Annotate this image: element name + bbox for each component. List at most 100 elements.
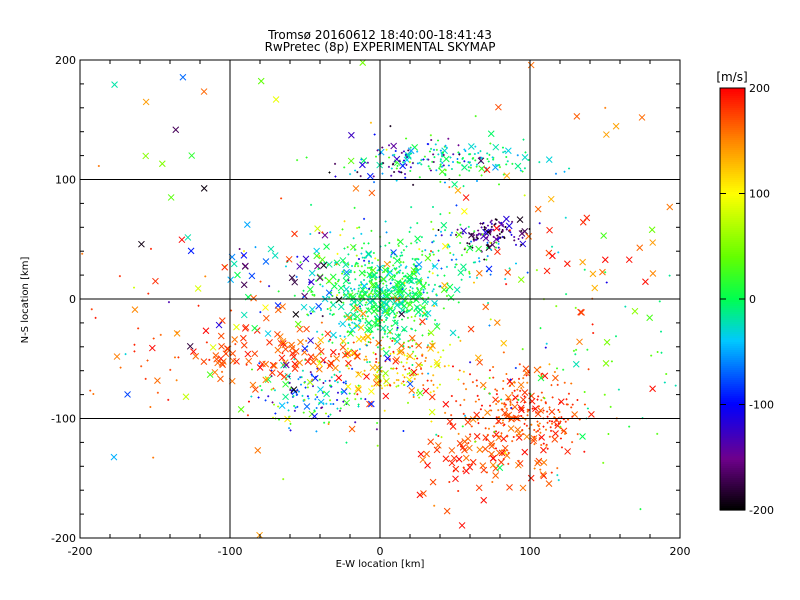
data-point-x xyxy=(572,360,580,368)
colorbar-segment xyxy=(720,322,745,325)
y-tick-label: 0 xyxy=(69,293,76,306)
data-point-plus xyxy=(418,161,421,164)
data-point-plus xyxy=(395,179,398,182)
data-point-plus xyxy=(404,275,407,278)
data-point-plus xyxy=(540,444,543,447)
colorbar-segment xyxy=(720,244,745,247)
data-point-plus xyxy=(478,232,481,235)
data-point-x xyxy=(410,368,418,376)
colorbar-segment xyxy=(720,416,745,419)
data-point-x xyxy=(517,404,525,412)
data-point-x xyxy=(307,278,315,286)
data-point-plus xyxy=(319,353,322,356)
data-point-x xyxy=(288,344,296,352)
data-point-x xyxy=(431,299,438,307)
data-point-x xyxy=(649,239,657,246)
data-point-x xyxy=(251,350,259,358)
data-point-x xyxy=(256,364,264,371)
data-point-x xyxy=(359,59,367,66)
data-point-plus xyxy=(505,155,508,158)
data-point-plus xyxy=(405,265,408,268)
colorbar-segment xyxy=(720,350,745,353)
data-point-x xyxy=(534,459,541,467)
data-point-x xyxy=(292,311,300,318)
data-point-x xyxy=(599,268,606,276)
colorbar-segment xyxy=(720,112,745,115)
data-point-plus xyxy=(540,391,543,394)
colorbar-segment xyxy=(720,342,745,345)
data-point-plus xyxy=(550,384,553,387)
data-point-plus xyxy=(348,282,351,285)
data-point-plus xyxy=(360,158,363,161)
data-point-plus xyxy=(546,410,549,413)
data-point-plus xyxy=(609,405,612,408)
data-point-x xyxy=(219,361,226,369)
data-point-plus xyxy=(364,264,367,267)
data-point-plus xyxy=(411,257,414,260)
data-point-plus xyxy=(480,404,483,407)
data-point-plus xyxy=(277,405,280,408)
data-point-plus xyxy=(540,373,543,376)
data-point-x xyxy=(393,155,401,163)
colorbar-segment xyxy=(720,186,745,189)
data-point-plus xyxy=(510,233,513,236)
data-point-plus xyxy=(447,364,450,367)
data-point-plus xyxy=(458,369,461,372)
data-point-plus xyxy=(483,228,486,231)
data-point-x xyxy=(393,356,401,363)
data-point-plus xyxy=(421,364,424,367)
data-point-plus xyxy=(221,370,224,373)
data-point-plus xyxy=(500,432,503,435)
colorbar-segment xyxy=(720,456,745,459)
data-point-x xyxy=(475,484,483,492)
colorbar-segment xyxy=(720,126,745,129)
colorbar-segment xyxy=(720,454,745,457)
data-point-x xyxy=(290,386,298,393)
data-point-plus xyxy=(474,159,477,162)
data-point-plus xyxy=(408,372,411,375)
data-point-plus xyxy=(484,226,487,229)
data-point-plus xyxy=(375,360,378,363)
data-point-plus xyxy=(288,427,291,430)
data-point-plus xyxy=(501,408,504,411)
data-point-x xyxy=(424,254,432,262)
data-point-plus xyxy=(397,170,400,173)
colorbar-segment xyxy=(720,272,745,275)
data-point-plus xyxy=(607,433,610,436)
data-point-x xyxy=(237,406,245,413)
data-point-x xyxy=(390,249,397,256)
colorbar-segment xyxy=(720,160,745,163)
data-point-plus xyxy=(306,313,309,316)
data-point-plus xyxy=(284,265,287,268)
data-point-plus xyxy=(462,370,465,373)
data-point-plus xyxy=(303,381,306,384)
data-point-x xyxy=(545,480,553,487)
data-point-x xyxy=(316,274,324,282)
data-point-plus xyxy=(395,367,398,370)
data-point-x xyxy=(514,426,522,434)
data-point-x xyxy=(217,332,225,340)
data-point-plus xyxy=(390,167,393,170)
data-point-plus xyxy=(361,256,364,259)
data-point-x xyxy=(278,354,286,362)
data-point-plus xyxy=(359,299,362,302)
data-point-plus xyxy=(384,288,387,291)
data-point-x xyxy=(447,294,455,301)
data-point-plus xyxy=(330,355,333,358)
y-tick-label: -200 xyxy=(51,532,76,545)
data-point-plus xyxy=(419,293,422,296)
data-point-plus xyxy=(393,267,396,270)
data-point-plus xyxy=(407,149,410,152)
colorbar-segment xyxy=(720,336,745,339)
colorbar-segment xyxy=(720,264,745,267)
data-point-x xyxy=(262,304,269,311)
data-point-plus xyxy=(456,157,459,160)
colorbar-segment xyxy=(720,364,745,367)
data-point-plus xyxy=(351,367,354,370)
data-point-x xyxy=(348,425,356,433)
data-point-x xyxy=(433,446,441,454)
y-tick-label: 200 xyxy=(55,54,76,67)
data-point-plus xyxy=(133,286,136,289)
data-point-plus xyxy=(401,295,404,298)
